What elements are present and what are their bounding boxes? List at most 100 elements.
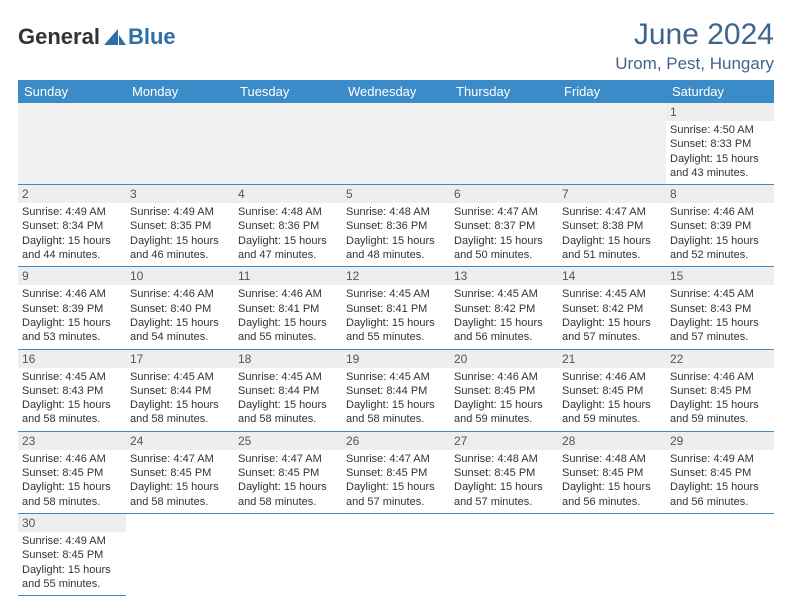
logo-sail-icon [104, 27, 126, 47]
daylight-text-1: Daylight: 15 hours [454, 234, 554, 248]
sunrise-text: Sunrise: 4:46 AM [670, 370, 770, 384]
daylight-text-2: and 57 minutes. [562, 330, 662, 344]
daylight-text-1: Daylight: 15 hours [130, 480, 230, 494]
sunrise-text: Sunrise: 4:47 AM [454, 205, 554, 219]
logo-text-a: General [18, 24, 100, 50]
weekday-header: Wednesday [342, 80, 450, 103]
daylight-text-2: and 52 minutes. [670, 248, 770, 262]
daylight-text-1: Daylight: 15 hours [454, 398, 554, 412]
daylight-text-1: Daylight: 15 hours [22, 480, 122, 494]
daylight-text-2: and 57 minutes. [670, 330, 770, 344]
title-block: June 2024 Urom, Pest, Hungary [615, 18, 774, 74]
sunrise-text: Sunrise: 4:46 AM [22, 287, 122, 301]
daylight-text-2: and 51 minutes. [562, 248, 662, 262]
sunrise-text: Sunrise: 4:48 AM [562, 452, 662, 466]
sunset-text: Sunset: 8:35 PM [130, 219, 230, 233]
daylight-text-2: and 58 minutes. [22, 495, 122, 509]
daylight-text-1: Daylight: 15 hours [346, 398, 446, 412]
logo-text-b: Blue [128, 24, 176, 50]
daylight-text-1: Daylight: 15 hours [562, 234, 662, 248]
calendar-cell: 3Sunrise: 4:49 AMSunset: 8:35 PMDaylight… [126, 185, 234, 267]
calendar-cell: 26Sunrise: 4:47 AMSunset: 8:45 PMDayligh… [342, 431, 450, 513]
daylight-text-2: and 46 minutes. [130, 248, 230, 262]
daylight-text-1: Daylight: 15 hours [670, 152, 770, 166]
day-data: Sunrise: 4:45 AMSunset: 8:44 PMDaylight:… [234, 368, 342, 431]
calendar-cell: 9Sunrise: 4:46 AMSunset: 8:39 PMDaylight… [18, 267, 126, 349]
sunrise-text: Sunrise: 4:49 AM [130, 205, 230, 219]
day-data: Sunrise: 4:49 AMSunset: 8:34 PMDaylight:… [18, 203, 126, 266]
daylight-text-2: and 59 minutes. [454, 412, 554, 426]
day-data: Sunrise: 4:45 AMSunset: 8:44 PMDaylight:… [126, 368, 234, 431]
sunrise-text: Sunrise: 4:45 AM [346, 370, 446, 384]
day-number: 17 [126, 350, 234, 368]
calendar-cell [558, 103, 666, 185]
day-number: 30 [18, 514, 126, 532]
day-number: 1 [666, 103, 774, 121]
day-number: 11 [234, 267, 342, 285]
calendar-cell: 20Sunrise: 4:46 AMSunset: 8:45 PMDayligh… [450, 349, 558, 431]
location-text: Urom, Pest, Hungary [615, 54, 774, 74]
daylight-text-2: and 55 minutes. [22, 577, 122, 591]
daylight-text-1: Daylight: 15 hours [346, 316, 446, 330]
day-number: 7 [558, 185, 666, 203]
day-data: Sunrise: 4:46 AMSunset: 8:45 PMDaylight:… [558, 368, 666, 431]
day-number: 22 [666, 350, 774, 368]
calendar-cell [450, 103, 558, 185]
day-data: Sunrise: 4:45 AMSunset: 8:41 PMDaylight:… [342, 285, 450, 348]
calendar-cell: 8Sunrise: 4:46 AMSunset: 8:39 PMDaylight… [666, 185, 774, 267]
sunrise-text: Sunrise: 4:48 AM [454, 452, 554, 466]
day-data: Sunrise: 4:50 AMSunset: 8:33 PMDaylight:… [666, 121, 774, 184]
sunset-text: Sunset: 8:45 PM [238, 466, 338, 480]
sunset-text: Sunset: 8:36 PM [238, 219, 338, 233]
calendar-cell: 14Sunrise: 4:45 AMSunset: 8:42 PMDayligh… [558, 267, 666, 349]
daylight-text-2: and 57 minutes. [346, 495, 446, 509]
calendar-cell: 27Sunrise: 4:48 AMSunset: 8:45 PMDayligh… [450, 431, 558, 513]
daylight-text-2: and 48 minutes. [346, 248, 446, 262]
sunset-text: Sunset: 8:38 PM [562, 219, 662, 233]
sunset-text: Sunset: 8:45 PM [22, 548, 122, 562]
day-data: Sunrise: 4:48 AMSunset: 8:36 PMDaylight:… [234, 203, 342, 266]
calendar-cell: 19Sunrise: 4:45 AMSunset: 8:44 PMDayligh… [342, 349, 450, 431]
daylight-text-1: Daylight: 15 hours [670, 234, 770, 248]
calendar-cell [450, 513, 558, 595]
sunset-text: Sunset: 8:43 PM [22, 384, 122, 398]
calendar-cell [666, 513, 774, 595]
sunrise-text: Sunrise: 4:47 AM [346, 452, 446, 466]
weekday-header: Monday [126, 80, 234, 103]
day-number: 4 [234, 185, 342, 203]
sunset-text: Sunset: 8:41 PM [346, 302, 446, 316]
calendar-cell: 24Sunrise: 4:47 AMSunset: 8:45 PMDayligh… [126, 431, 234, 513]
sunrise-text: Sunrise: 4:45 AM [130, 370, 230, 384]
day-number: 25 [234, 432, 342, 450]
day-data: Sunrise: 4:46 AMSunset: 8:45 PMDaylight:… [666, 368, 774, 431]
daylight-text-2: and 54 minutes. [130, 330, 230, 344]
day-data: Sunrise: 4:48 AMSunset: 8:45 PMDaylight:… [558, 450, 666, 513]
day-data: Sunrise: 4:47 AMSunset: 8:45 PMDaylight:… [126, 450, 234, 513]
day-data: Sunrise: 4:46 AMSunset: 8:39 PMDaylight:… [666, 203, 774, 266]
calendar-cell: 7Sunrise: 4:47 AMSunset: 8:38 PMDaylight… [558, 185, 666, 267]
daylight-text-1: Daylight: 15 hours [22, 398, 122, 412]
daylight-text-1: Daylight: 15 hours [346, 234, 446, 248]
daylight-text-2: and 58 minutes. [346, 412, 446, 426]
daylight-text-2: and 47 minutes. [238, 248, 338, 262]
calendar-cell: 17Sunrise: 4:45 AMSunset: 8:44 PMDayligh… [126, 349, 234, 431]
day-number: 14 [558, 267, 666, 285]
calendar-table: Sunday Monday Tuesday Wednesday Thursday… [18, 80, 774, 596]
weekday-header-row: Sunday Monday Tuesday Wednesday Thursday… [18, 80, 774, 103]
sunset-text: Sunset: 8:33 PM [670, 137, 770, 151]
calendar-cell: 22Sunrise: 4:46 AMSunset: 8:45 PMDayligh… [666, 349, 774, 431]
sunrise-text: Sunrise: 4:45 AM [562, 287, 662, 301]
daylight-text-1: Daylight: 15 hours [562, 398, 662, 412]
calendar-cell: 12Sunrise: 4:45 AMSunset: 8:41 PMDayligh… [342, 267, 450, 349]
sunrise-text: Sunrise: 4:49 AM [22, 534, 122, 548]
day-data: Sunrise: 4:47 AMSunset: 8:38 PMDaylight:… [558, 203, 666, 266]
calendar-cell: 25Sunrise: 4:47 AMSunset: 8:45 PMDayligh… [234, 431, 342, 513]
sunset-text: Sunset: 8:36 PM [346, 219, 446, 233]
daylight-text-2: and 58 minutes. [130, 412, 230, 426]
daylight-text-2: and 56 minutes. [670, 495, 770, 509]
day-data: Sunrise: 4:45 AMSunset: 8:43 PMDaylight:… [18, 368, 126, 431]
daylight-text-2: and 55 minutes. [346, 330, 446, 344]
day-data: Sunrise: 4:45 AMSunset: 8:43 PMDaylight:… [666, 285, 774, 348]
calendar-cell: 2Sunrise: 4:49 AMSunset: 8:34 PMDaylight… [18, 185, 126, 267]
calendar-cell [558, 513, 666, 595]
